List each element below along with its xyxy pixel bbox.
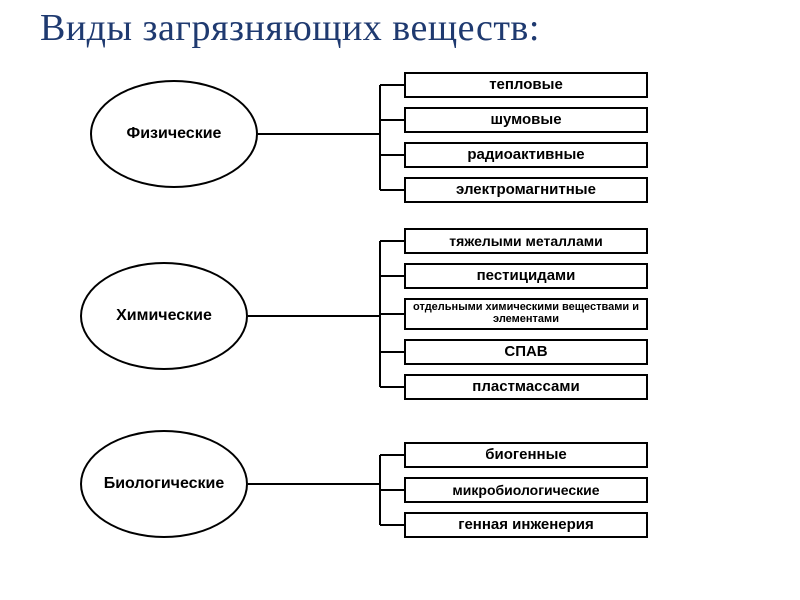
item-box-chemical-3: СПАВ — [404, 339, 648, 365]
category-label: Физические — [123, 123, 226, 145]
category-label: Химические — [112, 305, 216, 327]
item-box-biological-2: генная инженерия — [404, 512, 648, 538]
item-box-biological-1: микробиологические — [404, 477, 648, 503]
item-box-physical-0: тепловые — [404, 72, 648, 98]
page: Виды загрязняющих веществ: Физические теп… — [0, 0, 800, 600]
item-box-chemical-0: тяжелыми металлами — [404, 228, 648, 254]
item-box-physical-3: электромагнитные — [404, 177, 648, 203]
category-node-physical: Физические — [90, 80, 258, 188]
category-label: Биологические — [100, 473, 229, 495]
item-box-chemical-1: пестицидами — [404, 263, 648, 289]
category-node-biological: Биологические — [80, 430, 248, 538]
category-node-chemical: Химические — [80, 262, 248, 370]
item-box-chemical-4: пластмассами — [404, 374, 648, 400]
item-box-chemical-2: отдельными химическими веществами и элем… — [404, 298, 648, 330]
item-box-physical-2: радиоактивные — [404, 142, 648, 168]
item-box-physical-1: шумовые — [404, 107, 648, 133]
page-title: Виды загрязняющих веществ: — [40, 8, 780, 50]
item-box-biological-0: биогенные — [404, 442, 648, 468]
